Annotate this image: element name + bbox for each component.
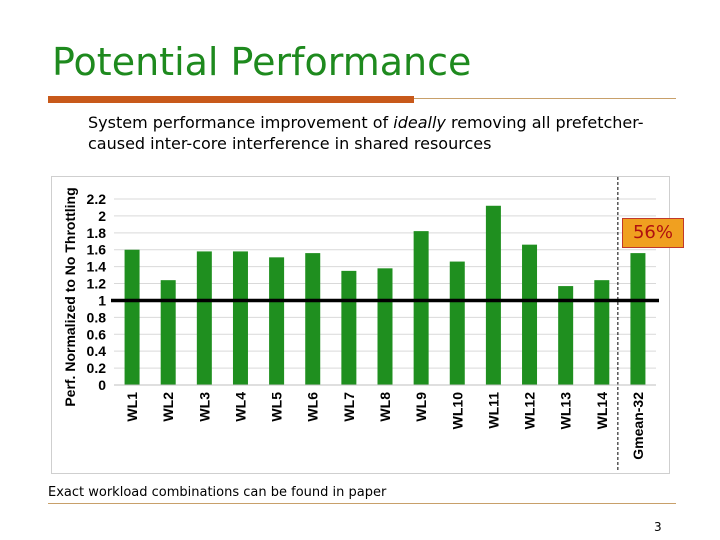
bar-wl12 <box>522 244 538 385</box>
y-tick-label: 2.2 <box>87 191 107 207</box>
bar-wl6 <box>305 253 321 385</box>
subtitle-emphasis: ideally <box>393 113 446 132</box>
bar-wl14 <box>594 280 610 385</box>
x-tick-label: WL12 <box>522 392 538 430</box>
x-tick-label: Gmean-32 <box>630 392 646 460</box>
bar-wl8 <box>377 268 393 385</box>
y-tick-label: 0.6 <box>87 326 107 342</box>
slide-subtitle: System performance improvement of ideall… <box>88 112 688 154</box>
bar-wl1 <box>124 249 140 385</box>
y-tick-label: 0.8 <box>87 309 107 325</box>
x-tick-label: WL6 <box>305 392 321 422</box>
title-accent-rule <box>48 96 414 103</box>
footnote: Exact workload combinations can be found… <box>48 485 387 500</box>
bar-gmean-32 <box>630 253 646 385</box>
y-tick-label: 1.8 <box>87 225 107 241</box>
gmean-callout-box: 56% <box>622 218 684 248</box>
bar-wl9 <box>413 231 429 385</box>
bar-wl3 <box>196 251 212 385</box>
y-tick-label: 0 <box>98 377 106 393</box>
y-tick-label: 1.4 <box>87 259 107 275</box>
footer-rule <box>48 503 676 504</box>
x-tick-label: WL14 <box>594 392 610 430</box>
x-tick-label: WL9 <box>413 392 429 422</box>
bar-wl5 <box>269 257 285 385</box>
x-tick-label: WL3 <box>196 392 212 422</box>
y-tick-label: 1.2 <box>87 276 107 292</box>
x-tick-label: WL8 <box>377 392 393 422</box>
bar-wl2 <box>160 280 176 385</box>
subtitle-text-start: System performance improvement of <box>88 113 394 132</box>
x-tick-label: WL10 <box>449 392 465 430</box>
bar-wl13 <box>558 286 574 385</box>
y-tick-label: 0.2 <box>87 360 107 376</box>
bar-wl7 <box>341 270 357 385</box>
x-tick-label: WL1 <box>124 392 140 422</box>
x-tick-label: WL7 <box>341 392 357 422</box>
y-axis-label: Perf. Normalized to No Throttling <box>62 187 78 406</box>
y-tick-label: 0.4 <box>87 343 107 359</box>
x-tick-label: WL13 <box>558 392 574 430</box>
x-tick-label: WL4 <box>232 392 248 422</box>
slide-title: Potential Performance <box>52 40 472 84</box>
bar-wl4 <box>232 251 248 385</box>
bar-wl11 <box>485 205 501 385</box>
x-tick-label: WL11 <box>485 392 501 429</box>
y-tick-label: 2 <box>98 208 106 224</box>
x-tick-label: WL5 <box>269 392 285 422</box>
title-thin-rule <box>414 98 676 99</box>
page-number: 3 <box>654 520 662 534</box>
y-tick-label: 1 <box>98 292 106 308</box>
subtitle-text-end: removing all prefetcher-caused inter-cor… <box>88 113 644 153</box>
x-tick-label: WL2 <box>160 392 176 422</box>
y-tick-label: 1.6 <box>87 242 107 258</box>
bar-wl10 <box>449 261 465 385</box>
